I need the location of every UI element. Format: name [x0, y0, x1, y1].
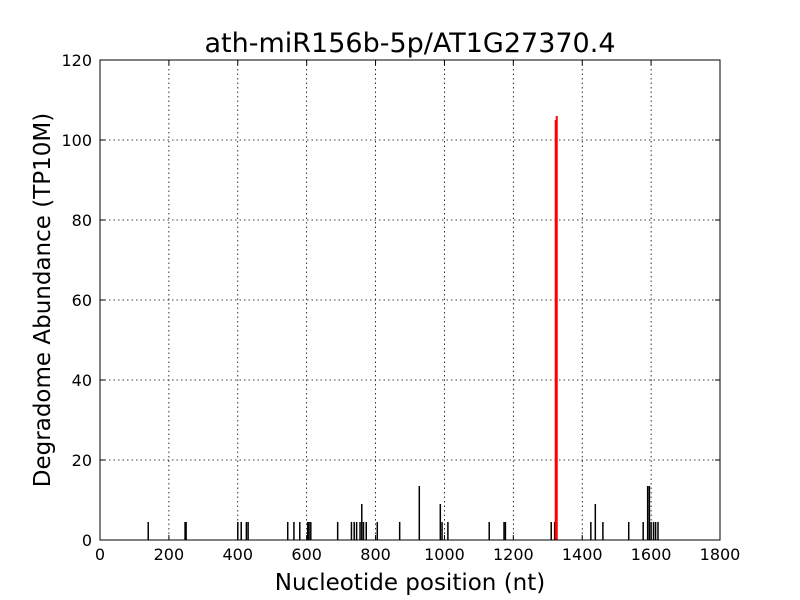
x-tick-label: 1600 — [631, 545, 672, 564]
bars-series — [147, 486, 659, 540]
x-tick-label: 600 — [291, 545, 322, 564]
x-tick-label: 1400 — [562, 545, 603, 564]
x-tick-label: 1800 — [700, 545, 741, 564]
y-axis-title: Degradome Abundance (TP10M) — [30, 113, 56, 487]
y-tick-label: 40 — [72, 371, 92, 390]
y-tick-label: 0 — [82, 531, 92, 550]
y-tick-label: 60 — [72, 291, 92, 310]
x-tick-label: 400 — [223, 545, 254, 564]
x-tick-label: 1000 — [424, 545, 465, 564]
x-tick-label: 200 — [154, 545, 185, 564]
axis-ticks: 0 200 400 600 800 1000 1200 1400 1600 1800 0 20 40 60… — [61, 51, 740, 564]
y-tick-label: 100 — [61, 131, 92, 150]
chart-title: ath-miR156b-5p/AT1G27370.4 — [205, 28, 616, 59]
grid-lines — [100, 60, 720, 540]
x-tick-label: 1200 — [493, 545, 534, 564]
x-axis-title: Nucleotide position (nt) — [275, 570, 545, 596]
highlight-series — [554, 116, 558, 540]
x-tick-label: 800 — [360, 545, 391, 564]
y-tick-label: 80 — [72, 211, 92, 230]
y-tick-label: 120 — [61, 51, 92, 70]
x-tick-label: 0 — [95, 545, 105, 564]
y-tick-label: 20 — [72, 451, 92, 470]
